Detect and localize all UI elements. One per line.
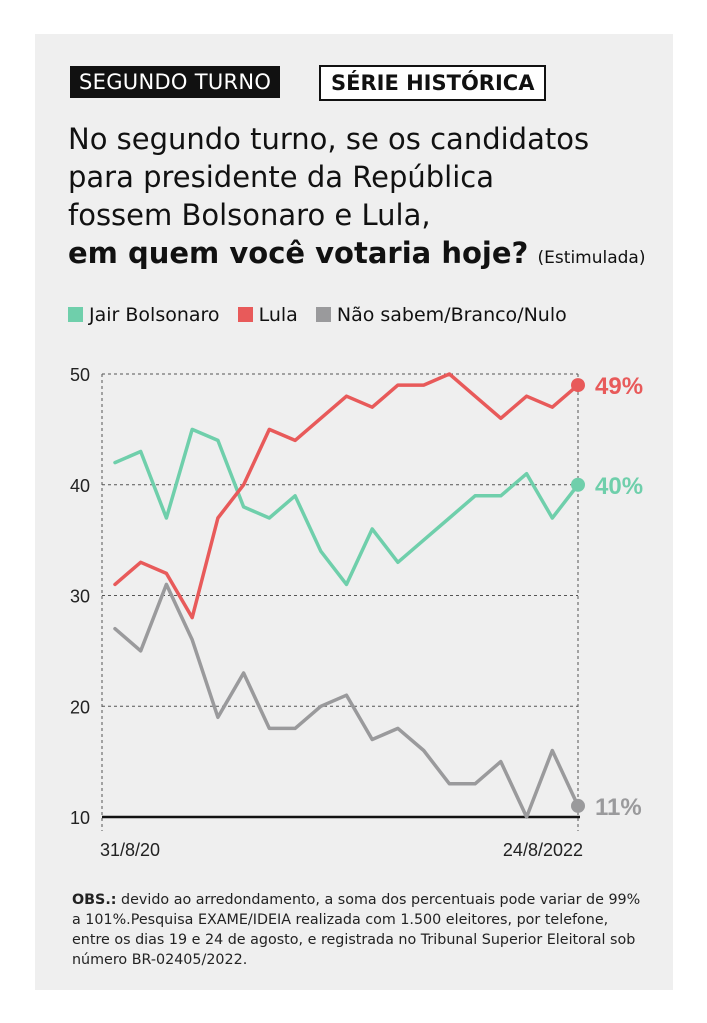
chart-legend: Jair Bolsonaro Lula Não sabem/Branco/Nul… <box>68 300 579 330</box>
y-tick-label-50: 50 <box>70 365 90 385</box>
legend-item-lula: Lula <box>237 300 298 330</box>
end-marker-bolsonaro <box>571 477 585 492</box>
question-line-2: para presidente da República <box>68 160 494 194</box>
obs-note: OBS.: devido ao arredondamento, a soma d… <box>72 890 642 970</box>
segundo-turno-tag: SEGUNDO TURNO <box>70 66 281 98</box>
series-line-nulo <box>113 582 580 819</box>
y-tick-label-30: 30 <box>70 587 90 607</box>
serie-historica-tag: SÉRIE HISTÓRICA <box>319 65 547 101</box>
question-note: (Estimulada) <box>537 248 646 268</box>
end-label-nulo: 11% <box>595 794 642 821</box>
question-bold: em quem você votaria hoje? <box>68 236 529 270</box>
y-tick-label-40: 40 <box>70 476 90 496</box>
legend-item-nulo: Não sabem/Branco/Nulo <box>315 300 567 330</box>
obs-text: devido ao arredondamento, a soma dos per… <box>72 892 641 968</box>
series-line-lula <box>113 372 580 620</box>
obs-label: OBS.: <box>72 892 117 908</box>
legend-label-lula: Lula <box>258 304 298 326</box>
end-label-lula: 49% <box>595 373 643 400</box>
series-line-bolsonaro <box>113 427 580 587</box>
legend-swatch-bolsonaro <box>68 307 83 322</box>
legend-label-bolsonaro: Jair Bolsonaro <box>89 304 220 326</box>
legend-item-bolsonaro: Jair Bolsonaro <box>68 300 220 330</box>
question-line-4: em quem você votaria hoje? (Estimulada) <box>68 234 658 277</box>
y-tick-label-10: 10 <box>70 808 90 828</box>
question-line-1: No segundo turno, se os candidatos <box>68 122 590 156</box>
end-marker-lula <box>571 378 585 393</box>
legend-swatch-lula <box>237 307 253 322</box>
question-text: No segundo turno, se os candidatos para … <box>68 120 658 277</box>
chart-card <box>35 34 673 990</box>
question-line-3: fossem Bolsonaro e Lula, <box>68 198 431 232</box>
y-tick-label-20: 20 <box>70 697 90 717</box>
end-marker-nulo <box>571 798 585 813</box>
legend-swatch-nulo <box>315 307 331 322</box>
x-label-end: 24/8/2022 <box>503 840 583 860</box>
end-label-bolsonaro: 40% <box>595 473 643 500</box>
legend-label-nulo: Não sabem/Branco/Nulo <box>336 304 567 326</box>
x-label-start: 31/8/20 <box>100 840 160 860</box>
